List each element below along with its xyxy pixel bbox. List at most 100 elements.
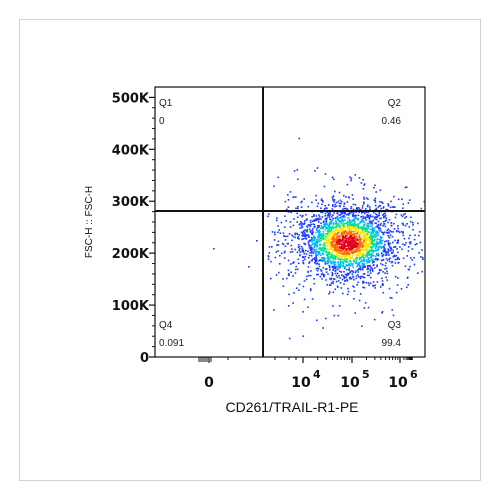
event-point <box>323 259 326 261</box>
event-point <box>313 278 315 280</box>
event-point <box>320 222 322 225</box>
event-point <box>292 275 294 277</box>
event-point <box>312 215 315 217</box>
event-point <box>333 265 335 268</box>
event-point <box>282 232 285 234</box>
event-point <box>349 264 351 267</box>
event-point <box>327 226 330 229</box>
event-point <box>372 240 375 242</box>
event-point <box>307 306 309 308</box>
event-point <box>311 233 313 235</box>
x-tick-exponent: 6 <box>410 368 418 381</box>
event-point <box>376 258 378 260</box>
event-point <box>301 200 303 203</box>
event-point <box>283 235 285 237</box>
event-point <box>349 244 351 246</box>
event-point <box>293 196 295 198</box>
event-point <box>352 212 355 215</box>
event-point <box>371 255 373 257</box>
event-point <box>379 286 382 288</box>
event-point <box>328 259 331 261</box>
event-point <box>362 259 365 261</box>
event-point <box>300 224 303 227</box>
event-point <box>386 272 389 275</box>
event-point <box>348 255 351 258</box>
event-point <box>363 198 365 200</box>
event-point <box>320 198 323 200</box>
event-point <box>297 258 300 261</box>
event-point <box>322 227 324 230</box>
event-point <box>367 265 370 267</box>
event-point <box>372 228 374 230</box>
event-point <box>386 270 388 273</box>
event-point <box>358 247 360 249</box>
event-point <box>301 238 303 241</box>
event-point <box>347 217 349 219</box>
event-point <box>395 230 398 233</box>
event-point <box>321 278 323 280</box>
event-point <box>337 240 340 242</box>
event-point <box>379 201 381 203</box>
event-point <box>299 251 302 254</box>
event-point <box>350 235 353 238</box>
event-point <box>311 231 313 234</box>
event-point <box>365 281 368 284</box>
event-point <box>318 248 321 250</box>
event-point <box>332 224 335 226</box>
event-point <box>353 243 356 245</box>
event-point <box>344 246 346 248</box>
event-point <box>332 214 334 216</box>
event-point <box>377 258 380 260</box>
event-point <box>282 243 285 246</box>
event-point <box>400 214 403 216</box>
event-point <box>366 260 368 263</box>
event-point <box>357 243 359 245</box>
event-point <box>309 231 312 233</box>
event-point <box>367 238 370 240</box>
event-point <box>354 249 356 252</box>
event-point <box>357 230 359 232</box>
event-point <box>288 293 290 296</box>
event-point <box>367 253 370 256</box>
event-point <box>337 268 339 271</box>
event-point <box>324 205 327 207</box>
event-point <box>343 249 346 252</box>
event-point <box>359 293 362 295</box>
event-point <box>357 281 359 284</box>
event-point <box>317 236 320 239</box>
event-point <box>344 280 346 282</box>
event-point <box>329 284 332 286</box>
event-point <box>383 246 385 248</box>
event-point <box>368 222 370 225</box>
event-point <box>354 258 357 260</box>
event-point <box>359 238 361 240</box>
event-point <box>334 244 337 247</box>
event-point <box>315 199 317 201</box>
event-point <box>356 238 358 241</box>
event-point <box>332 199 334 202</box>
event-point <box>325 220 328 223</box>
event-point <box>346 278 348 281</box>
event-point <box>346 221 349 223</box>
event-point <box>339 267 341 269</box>
event-point <box>347 228 350 230</box>
event-point <box>340 258 342 260</box>
event-point <box>344 266 346 268</box>
event-point <box>371 253 373 255</box>
event-point <box>402 222 404 225</box>
event-point <box>346 223 349 226</box>
event-point <box>343 251 346 253</box>
event-point <box>302 262 305 265</box>
event-point <box>372 249 374 252</box>
event-point <box>355 254 357 257</box>
event-point <box>318 235 320 237</box>
event-point <box>341 274 343 276</box>
event-point <box>334 288 337 291</box>
y-tick-label: 100K <box>112 299 150 314</box>
event-point <box>397 230 400 233</box>
event-point <box>318 265 321 268</box>
event-point <box>381 283 384 285</box>
event-point <box>310 236 313 239</box>
event-point <box>270 277 272 280</box>
event-point <box>342 248 344 250</box>
